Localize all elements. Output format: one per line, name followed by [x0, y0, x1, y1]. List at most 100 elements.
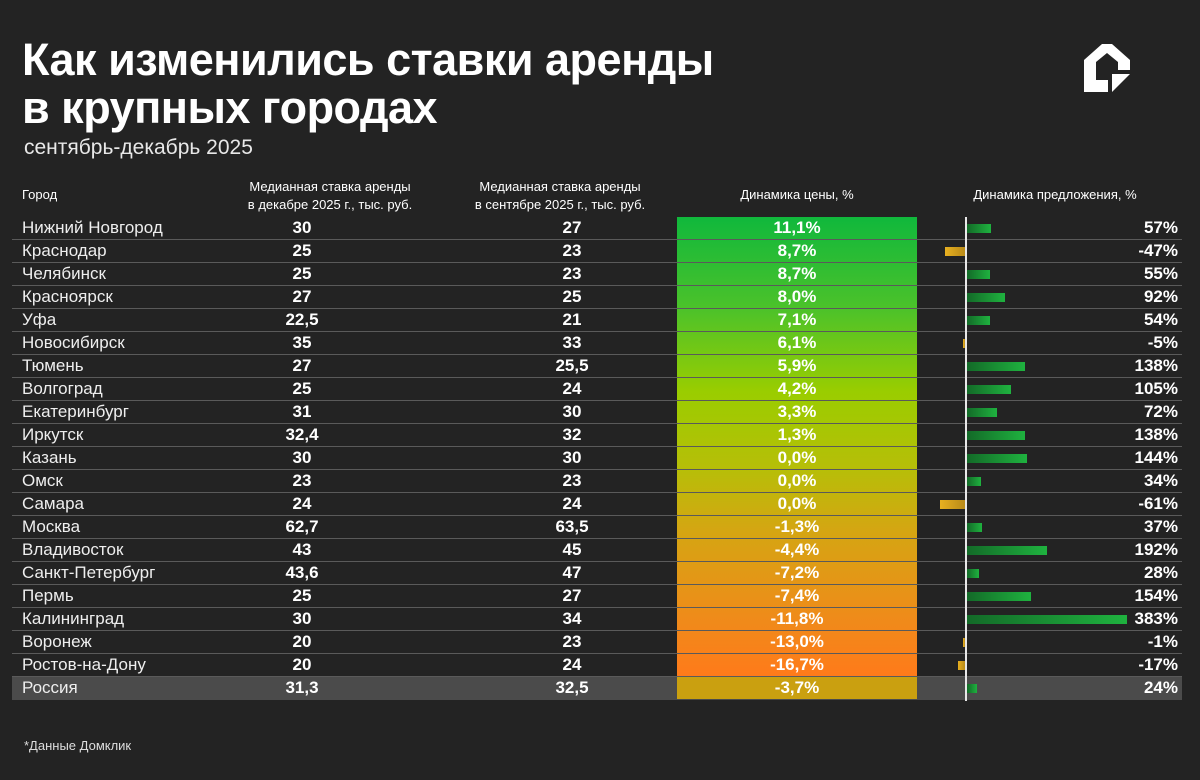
supply-change-label: 72%	[1143, 402, 1178, 421]
city-name: Санкт-Петербург	[22, 563, 156, 582]
city-name: Нижний Новгород	[22, 218, 163, 237]
september-rate: 21	[562, 310, 582, 329]
table-row: Челябинск 25 23 8,7% 55%	[12, 263, 1182, 286]
supply-change-label: 192%	[1134, 540, 1178, 559]
header-line: Медианная ставка аренды	[249, 179, 411, 194]
supply-change-label: 383%	[1134, 609, 1178, 628]
supply-bar-positive	[967, 431, 1025, 440]
supply-change-label: 54%	[1143, 310, 1178, 329]
supply-change-label: 55%	[1143, 264, 1178, 283]
supply-bar-positive	[967, 293, 1006, 302]
city-name: Красноярск	[22, 287, 113, 306]
december-rate: 25	[292, 379, 312, 398]
table-row: Екатеринбург 31 30 3,3% 72%	[12, 401, 1182, 424]
header-december: Медианная ставка аренды в декабре 2025 г…	[210, 178, 450, 214]
september-rate: 27	[562, 218, 582, 237]
city-name: Уфа	[22, 310, 57, 329]
price-gradient-column	[677, 217, 917, 677]
supply-change-label: 24%	[1143, 678, 1178, 697]
table-row: Санкт-Петербург 43,6 47 -7,2% 28%	[12, 562, 1182, 585]
december-rate: 43,6	[285, 563, 319, 582]
supply-bar-positive	[967, 385, 1011, 394]
city-name: Казань	[22, 448, 77, 467]
supply-change-label: -61%	[1138, 494, 1178, 513]
table-row: Калининград 30 34 -11,8% 383%	[12, 608, 1182, 631]
supply-bar-positive	[967, 408, 998, 417]
price-change: 8,7%	[777, 264, 817, 283]
supply-bar-positive	[967, 592, 1032, 601]
city-name: Иркутск	[22, 425, 84, 444]
price-change: -7,2%	[774, 563, 820, 582]
supply-bar-positive	[967, 224, 991, 233]
september-rate: 47	[562, 563, 582, 582]
footnote: *Данные Домклик	[24, 738, 132, 753]
december-rate: 30	[292, 218, 312, 237]
december-rate: 31	[292, 402, 312, 421]
supply-change-label: 154%	[1134, 586, 1178, 605]
subtitle: сентябрь-декабрь 2025	[24, 136, 253, 159]
september-rate: 63,5	[555, 517, 589, 536]
supply-bar-negative	[957, 661, 965, 670]
supply-bar-positive	[967, 546, 1048, 555]
september-rate: 23	[562, 471, 582, 490]
supply-bar-negative	[939, 500, 965, 509]
city-name: Краснодар	[22, 241, 107, 260]
table-row: Самара 24 24 0,0% -61%	[12, 493, 1182, 516]
header-line: в декабре 2025 г., тыс. руб.	[247, 197, 413, 212]
city-name: Пермь	[22, 586, 74, 605]
page-title: Как изменились ставки аренды в крупных г…	[22, 36, 714, 132]
supply-bar-negative	[962, 339, 965, 348]
price-change: -1,3%	[774, 517, 820, 536]
december-rate: 23	[292, 471, 312, 490]
city-name: Ростов-на-Дону	[22, 655, 146, 674]
supply-change-label: 138%	[1134, 356, 1178, 375]
table-row: Ростов-на-Дону 20 24 -16,7% -17%	[12, 654, 1182, 677]
price-change: 8,7%	[777, 241, 817, 260]
supply-change-label: 144%	[1134, 448, 1178, 467]
table-row: Красноярск 27 25 8,0% 92%	[12, 286, 1182, 309]
supply-bar-positive	[967, 362, 1025, 371]
december-rate: 30	[292, 609, 312, 628]
september-rate: 34	[562, 609, 582, 628]
price-change: 5,9%	[777, 356, 817, 375]
domclick-logo-icon	[1084, 44, 1130, 92]
header-supply-change: Динамика предложения, %	[973, 187, 1137, 202]
table-row: Тюмень 27 25,5 5,9% 138%	[12, 355, 1182, 378]
price-change: -13,0%	[770, 632, 824, 651]
header-line: Медианная ставка аренды	[479, 179, 641, 194]
price-change: 7,1%	[777, 310, 817, 329]
september-rate: 25,5	[555, 356, 589, 375]
supply-bar-positive	[967, 316, 990, 325]
city-name: Владивосток	[22, 540, 124, 559]
supply-bar-positive	[967, 569, 979, 578]
supply-change-label: 28%	[1143, 563, 1178, 582]
september-rate: 32	[562, 425, 582, 444]
december-rate: 25	[292, 264, 312, 283]
price-change: -11,8%	[770, 609, 824, 628]
price-change: 1,3%	[777, 425, 817, 444]
price-change: 8,0%	[777, 287, 817, 306]
table-row: Иркутск 32,4 32 1,3% 138%	[12, 424, 1182, 447]
september-rate: 32,5	[555, 678, 589, 697]
table-row: Казань 30 30 0,0% 144%	[12, 447, 1182, 470]
table-row: Нижний Новгород 30 27 11,1% 57%	[12, 217, 1182, 240]
table-row: Новосибирск 35 33 6,1% -5%	[12, 332, 1182, 355]
city-name: Новосибирск	[22, 333, 125, 352]
price-change: 0,0%	[777, 494, 817, 513]
price-change: 3,3%	[777, 402, 817, 421]
price-change: 0,0%	[777, 448, 817, 467]
price-change: -16,7%	[770, 655, 824, 674]
september-rate: 30	[562, 402, 582, 421]
table-row: Краснодар 25 23 8,7% -47%	[12, 240, 1182, 263]
supply-zero-axis	[965, 217, 967, 701]
september-rate: 25	[562, 287, 582, 306]
city-name: Волгоград	[22, 379, 103, 398]
supply-change-label: -17%	[1138, 655, 1178, 674]
december-rate: 27	[292, 287, 312, 306]
december-rate: 32,4	[285, 425, 319, 444]
title-line-1: Как изменились ставки аренды	[22, 34, 714, 85]
december-rate: 27	[292, 356, 312, 375]
supply-bar-positive	[967, 523, 983, 532]
supply-bar-positive	[967, 615, 1127, 624]
supply-change-label: 92%	[1143, 287, 1178, 306]
